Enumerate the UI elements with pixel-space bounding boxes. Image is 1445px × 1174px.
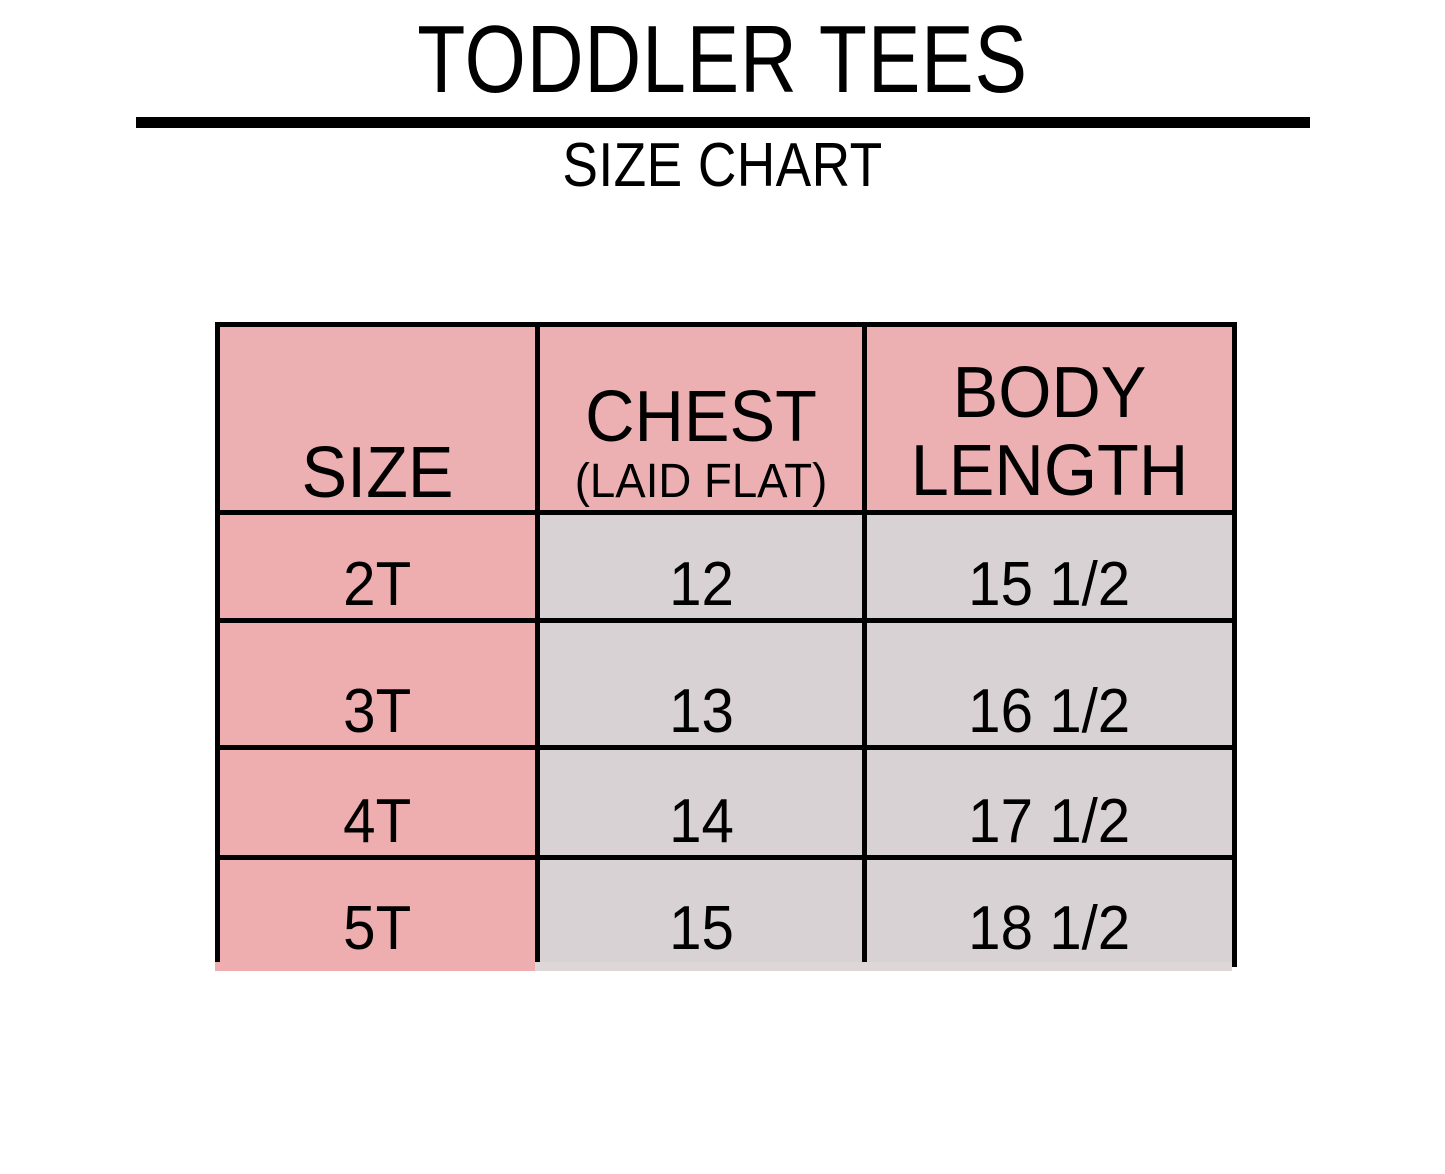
cell-chest-value: 12 xyxy=(668,550,734,619)
table-row: 5T 15 18 1/2 xyxy=(215,855,1237,967)
header-row: SIZE CHEST (LAID FLAT) BODY LENGTH xyxy=(215,322,1237,515)
table-body: 2T 12 15 1/2 3T 13 16 1/2 xyxy=(215,510,1237,967)
cell-body-length-value: 17 1/2 xyxy=(968,787,1131,856)
column-header-chest-label: CHEST xyxy=(585,377,817,457)
cell-body-length: 18 1/2 xyxy=(862,855,1237,967)
column-header-body-length-line1: BODY xyxy=(952,353,1147,433)
bottom-edge-size xyxy=(215,962,535,971)
page-subtitle: SIZE CHART xyxy=(562,131,883,200)
cell-size: 5T xyxy=(215,855,540,967)
cell-chest: 13 xyxy=(535,618,867,750)
table-row: 2T 12 15 1/2 xyxy=(215,510,1237,623)
table-header: SIZE CHEST (LAID FLAT) BODY LENGTH xyxy=(215,322,1237,515)
cell-chest-value: 15 xyxy=(668,894,734,963)
cell-chest: 15 xyxy=(535,855,867,967)
cell-size: 3T xyxy=(215,618,540,750)
column-header-body-length-line2: LENGTH xyxy=(910,431,1189,511)
size-chart-table: SIZE CHEST (LAID FLAT) BODY LENGTH 2T 12 xyxy=(215,322,1237,967)
cell-chest: 14 xyxy=(535,745,867,860)
cell-chest-value: 13 xyxy=(668,677,734,746)
cell-size-value: 2T xyxy=(343,550,412,619)
column-header-chest: CHEST (LAID FLAT) xyxy=(535,322,867,515)
cell-body-length-value: 18 1/2 xyxy=(968,894,1131,963)
cell-size: 2T xyxy=(215,510,540,623)
cell-body-length-value: 15 1/2 xyxy=(968,550,1131,619)
title-block: TODDLER TEES SIZE CHART xyxy=(0,0,1445,200)
cell-size-value: 4T xyxy=(343,787,412,856)
column-header-size: SIZE xyxy=(215,322,540,515)
bottom-edge-body-length xyxy=(862,962,1232,971)
column-header-body-length: BODY LENGTH xyxy=(862,322,1237,515)
cell-size-value: 5T xyxy=(343,894,412,963)
table-bottom-edge xyxy=(215,962,1232,971)
bottom-edge-chest xyxy=(535,962,862,971)
cell-body-length: 16 1/2 xyxy=(862,618,1237,750)
column-header-chest-sublabel: (LAID FLAT) xyxy=(574,455,828,508)
title-divider-rule xyxy=(136,117,1310,128)
cell-body-length: 17 1/2 xyxy=(862,745,1237,860)
size-chart-container: SIZE CHEST (LAID FLAT) BODY LENGTH 2T 12 xyxy=(215,322,1237,971)
column-header-size-label: SIZE xyxy=(301,433,454,513)
cell-body-length-value: 16 1/2 xyxy=(968,677,1131,746)
page-title: TODDLER TEES xyxy=(417,6,1028,113)
cell-chest: 12 xyxy=(535,510,867,623)
table-row: 4T 14 17 1/2 xyxy=(215,745,1237,860)
cell-body-length: 15 1/2 xyxy=(862,510,1237,623)
cell-size-value: 3T xyxy=(343,677,412,746)
table-row: 3T 13 16 1/2 xyxy=(215,618,1237,750)
cell-size: 4T xyxy=(215,745,540,860)
cell-chest-value: 14 xyxy=(668,787,734,856)
